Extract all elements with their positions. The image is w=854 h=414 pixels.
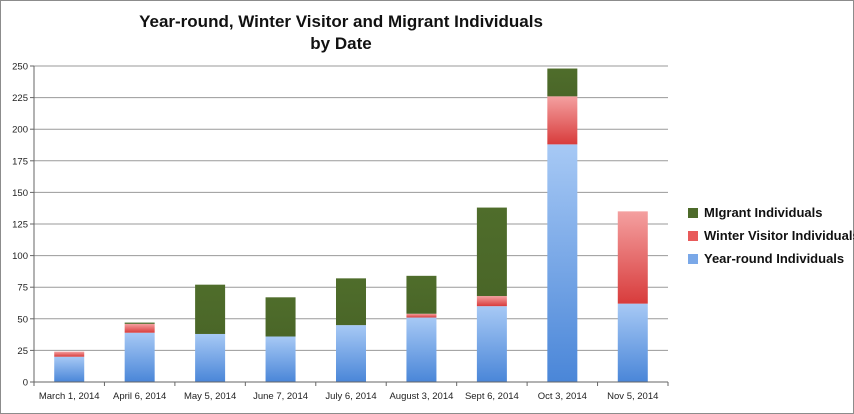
bar-year-round xyxy=(265,336,296,382)
y-tick-label: 175 xyxy=(12,156,28,167)
legend-item-winter-visitor: Winter Visitor Individuals xyxy=(688,228,854,243)
bar-year-round xyxy=(547,144,578,382)
y-tick-label: 200 xyxy=(12,125,28,136)
x-tick-label: Oct 3, 2014 xyxy=(538,391,587,402)
y-tick-label: 150 xyxy=(12,188,28,199)
legend-item-year-round: Year-round Individuals xyxy=(688,251,844,266)
x-tick-label: August 3, 2014 xyxy=(389,391,453,402)
bar-year-round xyxy=(195,333,226,382)
bar-winter-visitor xyxy=(476,296,507,307)
x-tick-label: Nov 5, 2014 xyxy=(607,391,658,402)
bar-migrant xyxy=(265,297,296,337)
x-tick-label: Sept 6, 2014 xyxy=(465,391,519,402)
legend-label-year-round: Year-round Individuals xyxy=(704,251,845,266)
legend-item-migrant: MIgrant Individuals xyxy=(688,205,822,220)
y-tick-label: 100 xyxy=(12,251,28,262)
bar-year-round xyxy=(124,332,155,382)
y-tick-label: 75 xyxy=(17,283,28,294)
bar-winter-visitor xyxy=(406,313,437,318)
x-tick-label: July 6, 2014 xyxy=(325,391,376,402)
x-tick-label: May 5, 2014 xyxy=(184,391,236,402)
bar-winter-visitor xyxy=(617,211,648,304)
bar-migrant xyxy=(195,284,226,334)
legend-swatch-winter-visitor xyxy=(688,231,698,241)
bar-year-round xyxy=(336,325,366,382)
bar-winter-visitor xyxy=(124,323,155,333)
legend-swatch-migrant xyxy=(688,208,698,218)
x-tick-label: June 7, 2014 xyxy=(253,391,308,402)
legend-swatch-year-round xyxy=(688,254,698,264)
legend-label-winter-visitor: Winter Visitor Individuals xyxy=(704,228,854,243)
stacked-bar-chart: 0 25 50 75 100 125 150 175 200 225 250 March 1, 201… xyxy=(12,62,669,402)
x-tick-label: April 6, 2014 xyxy=(113,391,166,402)
bar-winter-visitor xyxy=(54,351,85,357)
y-tick-label: 250 xyxy=(12,62,28,73)
bar-year-round xyxy=(617,303,648,382)
bar-migrant xyxy=(406,275,437,314)
bar-migrant xyxy=(476,207,507,297)
y-tick-label: 25 xyxy=(17,346,28,357)
bar-year-round xyxy=(476,306,507,382)
bar-year-round xyxy=(54,356,85,382)
bar-migrant xyxy=(124,322,155,324)
bar-winter-visitor xyxy=(547,96,578,145)
y-tick-label: 0 xyxy=(23,378,28,389)
bar-year-round xyxy=(406,317,437,382)
chart-title-line-1: Year-round, Winter Visitor and Migrant I… xyxy=(139,12,543,31)
chart-title-line-2: by Date xyxy=(310,34,372,53)
y-tick-label: 50 xyxy=(17,314,28,325)
y-tick-label: 125 xyxy=(12,220,28,231)
bar-migrant xyxy=(336,278,366,326)
x-tick-label: March 1, 2014 xyxy=(39,391,100,402)
bar-migrant xyxy=(547,68,578,97)
legend-label-migrant: MIgrant Individuals xyxy=(704,205,823,220)
y-tick-label: 225 xyxy=(12,93,28,104)
